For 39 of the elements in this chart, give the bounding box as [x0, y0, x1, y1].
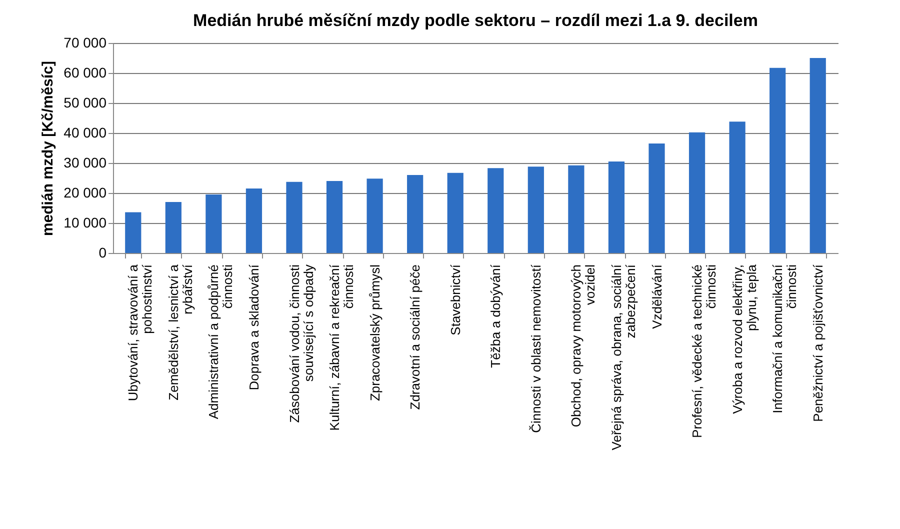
x-tick-label: Obchod, opravy motorových vozidel — [568, 264, 598, 428]
bar — [125, 212, 142, 253]
y-tick-label: 50 000 — [64, 94, 107, 110]
x-tick-label: Peněžnictví a pojišťovnictví — [810, 264, 826, 422]
x-tick-label: Zpracovatelský průmysl — [367, 264, 382, 402]
x-tick-label: Těžba a dobývání — [488, 264, 504, 368]
y-axis-title: medián mzdy [Kč/měsíc] — [40, 60, 57, 236]
x-tick-label: Profesní, vědecké a technické činnosti — [690, 264, 719, 438]
bar — [770, 68, 786, 253]
bar — [810, 58, 826, 253]
x-tick-label: Ubytování, stravování a pohostinství — [126, 264, 155, 402]
bar — [286, 182, 302, 253]
bar — [246, 188, 262, 253]
bar — [528, 166, 544, 253]
bar — [648, 144, 665, 253]
y-tick-label: 20 000 — [64, 184, 107, 200]
bar — [608, 162, 625, 253]
bar — [366, 178, 383, 253]
x-tick-label: Vzdělávání — [649, 264, 664, 329]
y-tick-label: 0 — [98, 244, 107, 260]
bar — [729, 122, 746, 253]
y-tick-label: 60 000 — [64, 64, 107, 80]
bar — [488, 168, 504, 253]
bar — [568, 165, 584, 253]
y-tick-label: 10 000 — [64, 214, 107, 230]
bar — [688, 132, 706, 253]
y-tick-label: 30 000 — [64, 154, 107, 170]
chart-title: Medián hrubé měsíční mzdy podle sektoru – rozdíl mezi 1.a 9. decilem — [193, 11, 758, 30]
y-tick-label: 70 000 — [64, 34, 107, 50]
y-tick-label: 40 000 — [64, 124, 107, 140]
x-tick-label: Zdravotní a sociální péče — [408, 264, 423, 410]
x-tick-label: Doprava a skladování — [246, 264, 262, 390]
bar — [407, 175, 424, 253]
x-tick-label: Činnosti v oblasti nemovitostí — [528, 264, 544, 433]
bar — [326, 181, 343, 253]
bar — [447, 172, 464, 253]
bar — [206, 194, 222, 253]
bar — [165, 202, 182, 253]
x-tick-label: Stavebnictví — [448, 264, 463, 336]
